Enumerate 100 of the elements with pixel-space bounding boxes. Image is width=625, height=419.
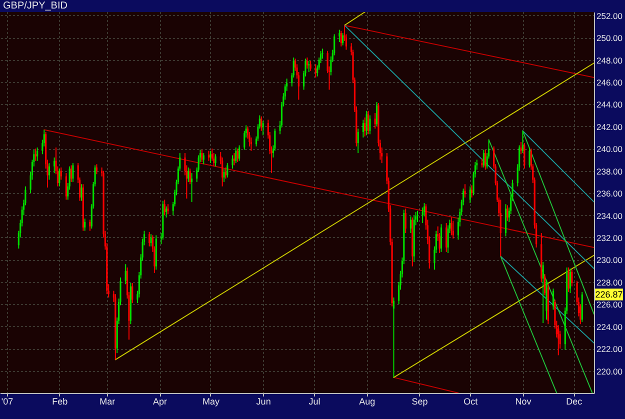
candlestick — [528, 147, 530, 168]
candlestick — [450, 216, 452, 236]
candlestick — [60, 167, 62, 180]
candlestick — [190, 172, 193, 202]
x-tick-label: Jun — [256, 396, 271, 406]
candlestick — [189, 168, 191, 185]
candlestick — [342, 32, 344, 46]
candlestick — [72, 162, 74, 182]
candlestick — [542, 261, 544, 324]
candlestick — [232, 154, 234, 170]
x-tick-label: Mar — [100, 396, 116, 406]
y-tick-label: 232.00 — [596, 232, 623, 243]
candlestick — [124, 264, 126, 285]
candlestick — [224, 167, 227, 180]
candlestick — [166, 206, 168, 218]
candlestick — [233, 152, 236, 166]
candlestick — [96, 164, 98, 175]
x-tick-label: Sep — [412, 396, 428, 406]
candlestick — [410, 216, 412, 234]
x-tick-label: Aug — [359, 396, 376, 406]
candlestick — [362, 119, 364, 138]
candlestick — [58, 168, 60, 187]
candlestick — [452, 220, 454, 240]
candlestick — [167, 204, 169, 215]
y-tick-label: 250.00 — [596, 33, 623, 44]
candlestick — [34, 148, 36, 162]
candlestick — [544, 274, 546, 296]
y-tick-label: 226.00 — [596, 300, 623, 310]
candlestick — [262, 120, 264, 136]
candlestick — [558, 324, 560, 356]
candlestick — [471, 184, 473, 198]
candlestick — [340, 30, 342, 47]
candlestick — [80, 184, 82, 202]
y-tick-label: 222.00 — [596, 344, 623, 354]
candlestick — [84, 218, 86, 232]
candlestick — [260, 116, 262, 132]
candlestick — [464, 184, 466, 198]
candlestick — [369, 114, 371, 135]
candlestick — [89, 219, 91, 232]
candlestick — [376, 101, 378, 127]
candlestick — [213, 152, 215, 167]
text: 226.87 — [595, 289, 623, 300]
candlestick — [367, 110, 370, 135]
candlestick — [571, 269, 573, 287]
y-tick-label: 220.00 — [596, 366, 623, 376]
candlestick — [440, 224, 442, 252]
y-tick-label: 224.00 — [596, 322, 623, 332]
y-tick-label: 240.00 — [596, 144, 623, 154]
x-tick-label: Oct — [464, 396, 478, 406]
candlestick — [188, 167, 190, 182]
candlestick — [164, 199, 166, 216]
candlestick — [306, 57, 308, 70]
candlestick — [366, 110, 368, 136]
candlestick — [65, 172, 67, 200]
candlestick — [322, 48, 324, 60]
x-tick-label: May — [202, 396, 220, 406]
candlestick — [314, 64, 316, 78]
candlestick — [210, 150, 212, 164]
candlestick — [226, 162, 228, 178]
candlestick — [404, 208, 406, 234]
x-tick-label: Jul — [308, 396, 320, 406]
candlestick — [223, 168, 225, 182]
candlestick — [338, 29, 340, 42]
candlestick — [506, 204, 508, 222]
candlestick — [235, 147, 237, 164]
candlestick — [416, 210, 418, 222]
candlestick — [500, 199, 502, 257]
y-tick-label: 242.00 — [596, 122, 623, 132]
y-tick-label: 248.00 — [596, 55, 623, 66]
y-tick-label: 228.00 — [596, 277, 623, 288]
candlestick — [552, 288, 554, 310]
candlestick — [238, 144, 240, 162]
candlestick — [150, 234, 152, 247]
candlestick — [568, 266, 570, 292]
x-tick-label: Dec — [566, 396, 583, 406]
x-tick-label: Nov — [515, 396, 532, 406]
candlestick — [422, 207, 424, 224]
candlestick — [54, 157, 56, 174]
candlestick — [524, 142, 526, 170]
candlestick — [392, 296, 395, 378]
candlestick — [310, 60, 312, 72]
candlestick — [36, 147, 38, 162]
x-tick-label: Feb — [52, 396, 68, 406]
y-tick-label: 246.00 — [596, 77, 623, 88]
candlestick — [308, 60, 310, 72]
candlestick — [357, 128, 359, 154]
x-tick-label: Apr — [153, 396, 168, 406]
candlestick — [201, 149, 203, 162]
candlestick — [446, 222, 448, 252]
y-tick-label: 244.00 — [596, 100, 623, 110]
candlestick — [214, 154, 216, 167]
y-tick-label: 236.00 — [596, 188, 623, 199]
y-tick-label: 238.00 — [596, 166, 623, 176]
y-tick-label: 230.00 — [596, 255, 623, 266]
candlestick — [70, 164, 72, 182]
candlestick — [569, 268, 572, 294]
candlestick — [48, 162, 50, 180]
candlestick — [148, 231, 150, 247]
x-tick-label: '07 — [1, 396, 14, 406]
candlestick — [484, 149, 486, 170]
